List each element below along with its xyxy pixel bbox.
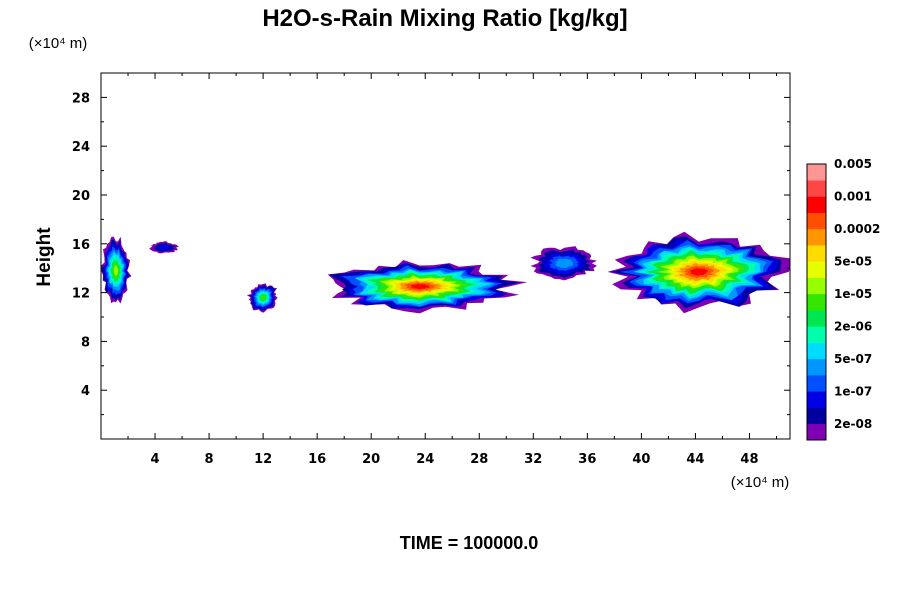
- x-tick-label: 8: [205, 452, 214, 467]
- colorbar-frame: [806, 163, 827, 441]
- y-tick-label: 20: [72, 189, 90, 204]
- chart-title: H2O-s-Rain Mixing Ratio [kg/kg]: [262, 5, 627, 32]
- colorbar-swatch: [807, 245, 826, 262]
- colorbar-swatch: [807, 342, 826, 360]
- cloud-contour: [113, 265, 119, 276]
- colorbar-swatch: [807, 180, 826, 197]
- cloud-contour: [158, 244, 171, 251]
- colorbar-swatch: [807, 277, 826, 295]
- time-label: TIME = 100000.0: [400, 533, 539, 553]
- colorbar-swatch: [807, 293, 826, 311]
- colorbar-swatch: [807, 391, 826, 408]
- x-tick-label: 44: [686, 452, 704, 467]
- y-tick-label: 4: [81, 384, 90, 399]
- x-tick-label: 32: [524, 452, 542, 467]
- y-axis-label: Height: [34, 227, 55, 287]
- x-tick-label: 16: [308, 452, 326, 467]
- plot-area: [100, 72, 791, 440]
- colorbar-swatch: [807, 261, 826, 278]
- x-unit-label: (×10⁴ m): [731, 474, 790, 491]
- colorbar-swatch: [807, 407, 826, 425]
- plot-frame: [100, 72, 791, 440]
- y-tick-label: 24: [72, 140, 90, 155]
- colorbar-swatch: [807, 375, 826, 392]
- x-tick-label: 48: [740, 452, 758, 467]
- colorbar-swatch: [807, 196, 826, 214]
- colorbar-label: 2e-06: [834, 319, 872, 333]
- y-tick-label: 8: [81, 335, 90, 350]
- y-tick-label: 28: [72, 91, 90, 106]
- cloud-contour: [410, 283, 431, 290]
- colorbar-swatch: [807, 164, 826, 181]
- x-tick-label: 12: [254, 452, 272, 467]
- x-tick-label: 24: [416, 452, 434, 467]
- colorbar-label: 1e-07: [834, 384, 872, 398]
- y-tick-label: 16: [72, 238, 90, 253]
- colorbar-label: 0.001: [834, 189, 872, 203]
- colorbar-label: 2e-08: [834, 417, 872, 431]
- x-tick-label: 4: [151, 452, 160, 467]
- colorbar-swatch: [807, 358, 826, 376]
- colorbar-label: 0.005: [834, 157, 872, 171]
- y-unit-label: (×10⁴ m): [29, 35, 88, 52]
- colorbar-label: 5e-07: [834, 352, 872, 366]
- cloud-contour: [554, 258, 574, 269]
- x-tick-label: 28: [470, 452, 488, 467]
- x-tick-label: 20: [362, 452, 380, 467]
- cloud-field: [101, 231, 790, 314]
- cloud-contour: [689, 268, 708, 276]
- y-tick-label: 12: [72, 287, 90, 302]
- x-tick-label: 40: [632, 452, 650, 467]
- colorbar-swatch: [807, 310, 826, 327]
- colorbar-swatch: [807, 212, 826, 230]
- x-tick-label: 36: [578, 452, 596, 467]
- colorbar-label: 1e-05: [834, 287, 872, 301]
- colorbar: 2e-08 1e-07 5e-07 2e-06 1e-05 5e-05 0.0002 0.00…: [806, 157, 880, 441]
- colorbar-swatch: [807, 326, 826, 343]
- colorbar-label: 0.0002: [834, 222, 880, 236]
- colorbar-swatch: [807, 423, 826, 441]
- colorbar-label: 5e-05: [834, 254, 872, 268]
- colorbar-swatch: [807, 228, 826, 246]
- cloud-contour: [260, 295, 266, 300]
